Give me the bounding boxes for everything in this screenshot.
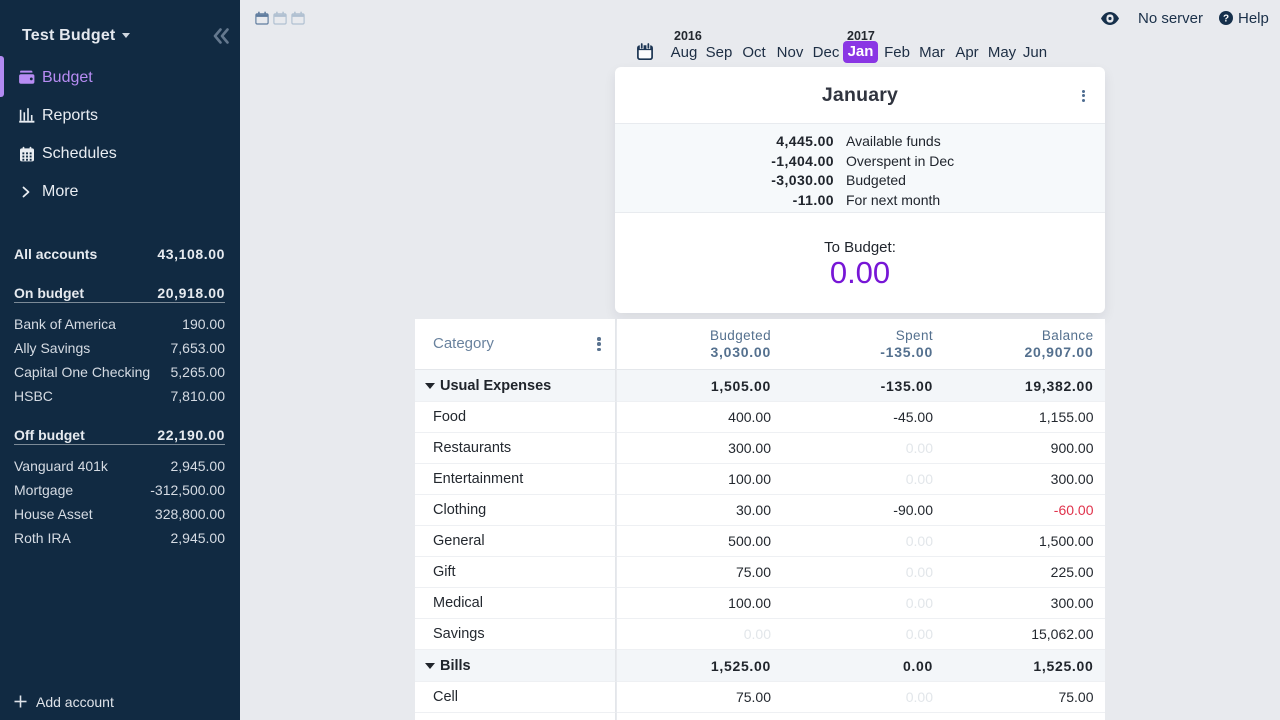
svg-text:?: ? bbox=[1223, 14, 1229, 25]
